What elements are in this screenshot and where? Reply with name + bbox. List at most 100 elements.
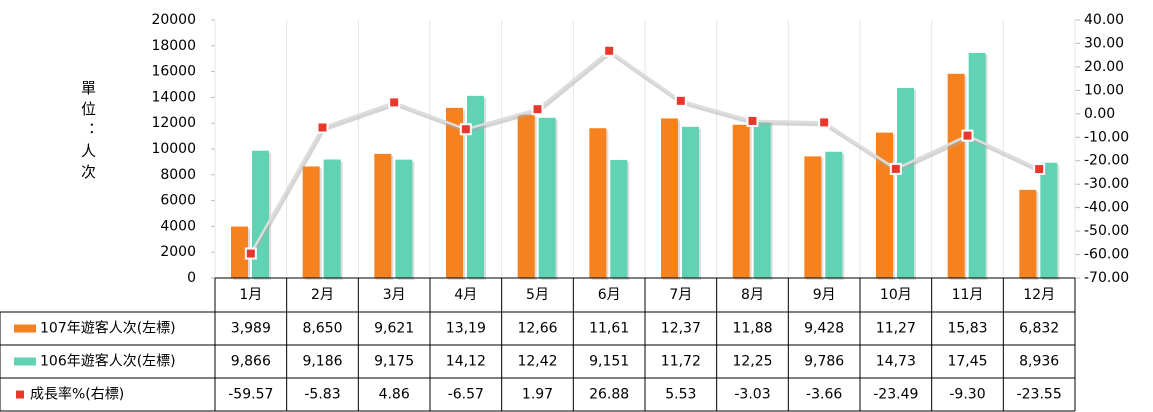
table-value: 11,27	[876, 321, 916, 337]
y2-tick-label: -50.00	[1084, 223, 1129, 239]
y-axis-label: 單位：人次	[79, 80, 97, 185]
bar	[374, 153, 392, 278]
table-value: 13,19	[446, 321, 486, 337]
table-value: -6.57	[448, 387, 484, 403]
table-value: 11,88	[732, 321, 772, 337]
y-tick-label: 4000	[160, 218, 196, 234]
table-value: 8,936	[1019, 354, 1059, 370]
table-value: 9,786	[804, 354, 844, 370]
bar	[467, 95, 484, 279]
legend-label: 107年遊客人次(左標)	[40, 320, 176, 337]
y-tick-label: 8000	[160, 167, 196, 183]
table-value: 14,73	[876, 354, 916, 370]
marker	[1035, 165, 1044, 174]
table-value: -3.66	[806, 387, 842, 403]
bar	[804, 156, 822, 278]
y2-tick-label: -40.00	[1084, 200, 1129, 216]
y2-tick-label: 0.00	[1084, 106, 1115, 122]
y2-tick-label: -60.00	[1084, 247, 1129, 263]
table-value: 12,66	[517, 321, 557, 337]
bar	[517, 114, 535, 278]
marker	[461, 125, 470, 134]
marker	[533, 105, 542, 114]
table-value: 12,25	[732, 354, 772, 370]
bar	[661, 118, 678, 278]
bar	[231, 226, 248, 278]
y-tick-label: 0	[187, 270, 196, 286]
table-value: 5.53	[665, 387, 696, 403]
bar	[947, 73, 965, 278]
table-value: 9,151	[589, 354, 629, 370]
bar	[302, 166, 320, 278]
bar	[538, 117, 556, 278]
table-value: -5.83	[304, 387, 340, 403]
bar	[897, 87, 914, 278]
legend-key	[14, 324, 36, 333]
y-tick-label: 16000	[151, 64, 196, 80]
table-value: 11,72	[661, 354, 701, 370]
marker	[246, 249, 255, 258]
bar	[323, 159, 341, 278]
bar	[876, 132, 893, 278]
bar	[1040, 162, 1058, 278]
table-value: 6,832	[1019, 321, 1059, 337]
y-tick-label: 20000	[151, 12, 196, 28]
marker	[820, 118, 829, 127]
x-tick-label: 7月	[669, 287, 692, 303]
marker	[963, 131, 972, 140]
y2-tick-label: 20.00	[1084, 59, 1124, 75]
table-value: 8,650	[302, 321, 342, 337]
table-value: 14,12	[446, 354, 486, 370]
x-tick-label: 3月	[383, 287, 406, 303]
legend-label: 成長率%(右標)	[30, 386, 124, 403]
legend-label: 106年遊客人次(左標)	[40, 353, 176, 370]
y2-tick-label: -20.00	[1084, 153, 1129, 169]
bar	[732, 124, 750, 278]
line-shadow	[250, 50, 1042, 257]
marker	[605, 46, 614, 55]
table-value: 3,989	[231, 321, 271, 337]
table-value: 1.97	[522, 387, 553, 403]
x-tick-label: 10月	[880, 287, 912, 303]
x-tick-label: 12月	[1023, 287, 1055, 303]
marker	[748, 116, 757, 125]
bar	[589, 128, 607, 278]
table-value: 9,175	[374, 354, 414, 370]
y-tick-label: 2000	[160, 244, 196, 260]
x-tick-label: 2月	[311, 287, 334, 303]
bar	[825, 151, 843, 278]
x-tick-label: 8月	[741, 287, 764, 303]
marker	[891, 164, 900, 173]
table-value: -9.30	[949, 387, 985, 403]
y2-tick-label: -10.00	[1084, 129, 1129, 145]
table-value: -23.55	[1017, 387, 1062, 403]
table-value: 15,83	[947, 321, 987, 337]
y-tick-label: 12000	[151, 115, 196, 131]
marker	[676, 96, 685, 105]
bar	[968, 52, 986, 278]
x-tick-label: 11月	[952, 287, 984, 303]
table-value: 26.88	[589, 387, 629, 403]
marker	[318, 123, 327, 132]
table-value: 9,866	[231, 354, 271, 370]
table-value: 9,186	[302, 354, 342, 370]
bar	[1019, 189, 1037, 278]
x-tick-label: 1月	[239, 287, 262, 303]
table-value: 9,621	[374, 321, 414, 337]
x-tick-label: 5月	[526, 287, 549, 303]
y-tick-label: 14000	[151, 89, 196, 105]
table-value: 12,42	[517, 354, 557, 370]
y2-tick-label: -70.00	[1084, 270, 1129, 286]
y-tick-label: 6000	[160, 193, 196, 209]
y2-tick-label: 40.00	[1084, 12, 1124, 28]
bar	[395, 159, 413, 278]
y2-tick-label: 10.00	[1084, 82, 1124, 98]
legend-key	[16, 390, 24, 399]
table-value: 11,61	[589, 321, 629, 337]
table-value: 17,45	[947, 354, 987, 370]
bar	[446, 107, 463, 278]
bar	[753, 119, 771, 278]
line	[249, 49, 1040, 255]
bar	[682, 126, 699, 278]
